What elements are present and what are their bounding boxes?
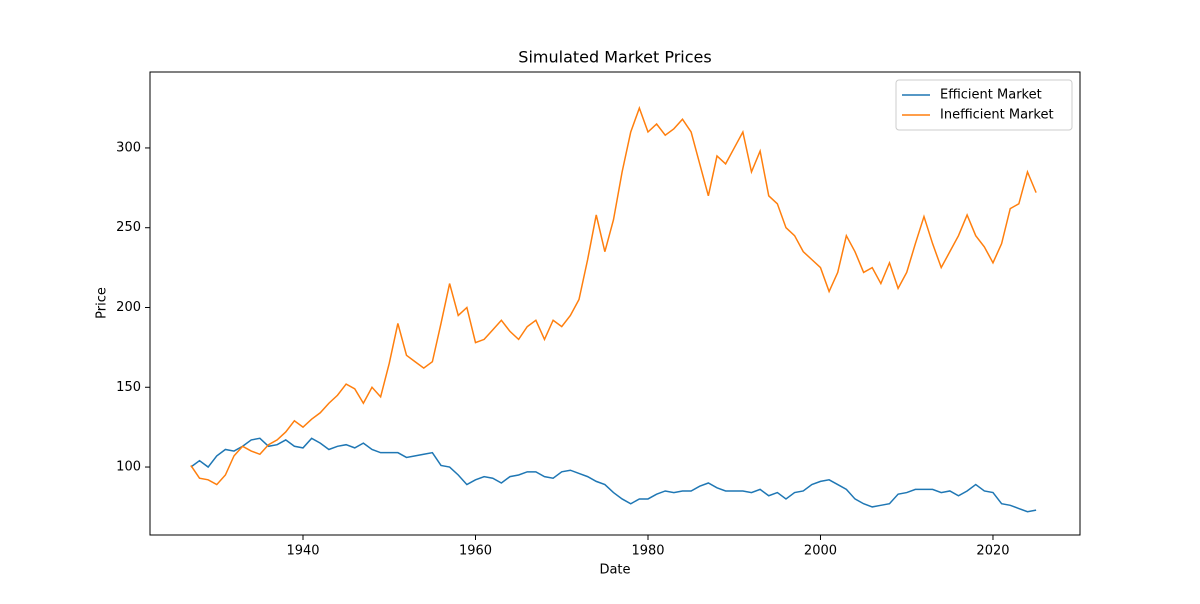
- legend-label: Inefficient Market: [940, 108, 1054, 123]
- plot-frame: [149, 71, 1081, 536]
- legend-box: [895, 79, 1073, 131]
- x-tick-label: 2000: [804, 544, 837, 559]
- y-tick-label: 300: [116, 140, 141, 155]
- x-axis-label: Date: [599, 563, 630, 578]
- y-axis-label: Price: [95, 287, 110, 319]
- y-tick-label: 200: [116, 300, 141, 315]
- series-line: [190, 105, 1037, 486]
- y-tick-label: 150: [116, 380, 141, 395]
- x-tick-label: 1960: [459, 544, 492, 559]
- x-tick-label: 1980: [631, 544, 664, 559]
- y-tick-label: 100: [116, 460, 141, 475]
- x-tick-label: 1940: [286, 544, 319, 559]
- chart-title: Simulated Market Prices: [518, 48, 711, 67]
- legend-label: Efficient Market: [940, 88, 1042, 103]
- x-tick-label: 2020: [976, 544, 1009, 559]
- y-tick-label: 250: [116, 220, 141, 235]
- series-line: [190, 437, 1037, 513]
